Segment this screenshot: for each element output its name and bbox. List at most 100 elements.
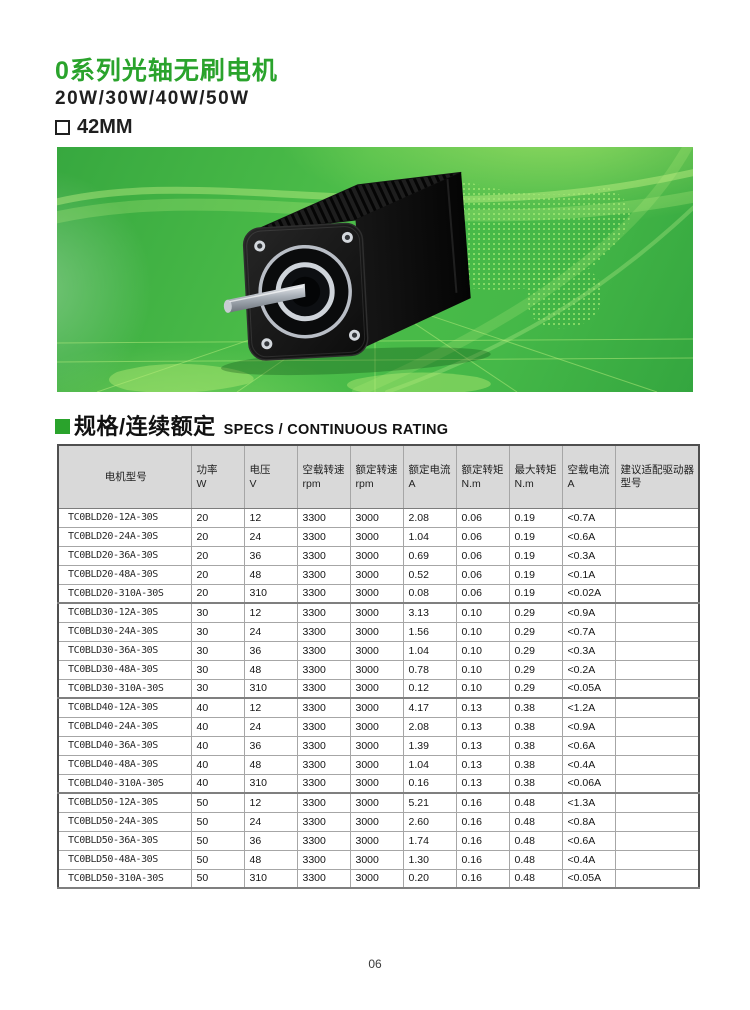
motor-shaft [227,283,306,313]
value-cell: <0.05A [561,678,616,699]
table-row: TC0BLD50-24A-30S 50 24 3300 3000 2.60 0.16 0.48… [57,811,700,832]
value-cell [614,830,700,851]
value-cell: 2.08 [402,507,457,528]
value-cell: <0.02A [561,583,616,604]
value-cell: 24 [243,526,298,547]
value-cell: 0.78 [402,659,457,680]
value-cell: 310 [243,773,298,794]
value-cell: 3300 [296,792,351,813]
value-cell: 3000 [349,849,404,870]
value-cell: 36 [243,735,298,756]
value-cell: 0.38 [508,735,563,756]
value-cell: 0.16 [455,830,510,851]
value-cell: 3300 [296,507,351,528]
value-cell: 0.10 [455,621,510,642]
table-row: TC0BLD20-310A-30S 20 310 3300 3000 0.08 0.06 0.… [57,583,700,604]
table-row: TC0BLD20-36A-30S 20 36 3300 3000 0.69 0.06 0.19… [57,545,700,566]
value-cell: 20 [190,564,245,585]
model-cell: TC0BLD30-48A-30S [57,659,192,680]
value-cell: 3000 [349,507,404,528]
value-cell: 0.29 [508,602,563,623]
value-cell [614,526,700,547]
value-cell: 0.06 [455,545,510,566]
value-cell: <0.1A [561,564,616,585]
value-cell: 1.56 [402,621,457,642]
value-cell: 1.04 [402,640,457,661]
model-cell: TC0BLD30-12A-30S [57,602,192,623]
value-cell: <0.7A [561,621,616,642]
value-cell: 3300 [296,602,351,623]
value-cell: 0.19 [508,507,563,528]
column-header: 功率 W [190,444,245,509]
value-cell: 24 [243,621,298,642]
value-cell: 20 [190,583,245,604]
value-cell: <0.7A [561,507,616,528]
value-cell: 24 [243,811,298,832]
shaft-end [223,299,232,313]
value-cell: 3000 [349,545,404,566]
value-cell: 30 [190,640,245,661]
value-cell: <1.3A [561,792,616,813]
value-cell [614,697,700,718]
section-title-en: SPECS / CONTINUOUS RATING [223,422,449,438]
page-number: 06 [368,957,382,971]
value-cell: 12 [243,602,298,623]
value-cell: 0.38 [508,716,563,737]
value-cell: 0.06 [455,526,510,547]
table-row: TC0BLD40-310A-30S 40 310 3300 3000 0.16 0.13 0.… [57,773,700,794]
value-cell [614,811,700,832]
value-cell: 3300 [296,697,351,718]
value-cell: 310 [243,868,298,889]
value-cell: 48 [243,849,298,870]
value-cell: 3000 [349,621,404,642]
value-cell: <0.6A [561,735,616,756]
column-header: 额定电流 A [402,444,457,509]
value-cell: 2.08 [402,716,457,737]
value-cell: 0.48 [508,849,563,870]
column-header: 空载转速 rpm [296,444,351,509]
value-cell: 3000 [349,754,404,775]
model-cell: TC0BLD30-24A-30S [57,621,192,642]
value-cell: 48 [243,754,298,775]
value-cell: 3000 [349,716,404,737]
value-cell: 3300 [296,754,351,775]
value-cell: 36 [243,830,298,851]
value-cell: 3300 [296,545,351,566]
value-cell: <0.8A [561,811,616,832]
value-cell: 1.04 [402,754,457,775]
value-cell: <1.2A [561,697,616,718]
value-cell: 40 [190,773,245,794]
value-cell [614,564,700,585]
model-cell: TC0BLD50-36A-30S [57,830,192,851]
value-cell: 1.30 [402,849,457,870]
value-cell: 0.06 [455,564,510,585]
value-cell: 0.52 [402,564,457,585]
value-cell: 3300 [296,583,351,604]
column-header: 电机型号 [57,444,192,509]
value-cell: 3000 [349,678,404,699]
value-cell: 1.04 [402,526,457,547]
value-cell: <0.2A [561,659,616,680]
value-cell: 0.16 [455,811,510,832]
value-cell [614,849,700,870]
value-cell: 3300 [296,830,351,851]
value-cell: 0.29 [508,621,563,642]
value-cell: 0.16 [402,773,457,794]
value-cell: 0.13 [455,697,510,718]
value-cell: 3000 [349,602,404,623]
value-cell: 0.08 [402,583,457,604]
value-cell: 3000 [349,640,404,661]
value-cell: 0.10 [455,602,510,623]
value-cell: 310 [243,583,298,604]
value-cell: 48 [243,659,298,680]
table-row: TC0BLD40-24A-30S 40 24 3300 3000 2.08 0.13 0.38… [57,716,700,737]
value-cell: 0.10 [455,678,510,699]
model-cell: TC0BLD50-24A-30S [57,811,192,832]
value-cell: 0.16 [455,792,510,813]
value-cell: 0.13 [455,754,510,775]
model-cell: TC0BLD20-24A-30S [57,526,192,547]
value-cell: 48 [243,564,298,585]
value-cell [614,640,700,661]
value-cell: 3000 [349,583,404,604]
value-cell: 20 [190,545,245,566]
